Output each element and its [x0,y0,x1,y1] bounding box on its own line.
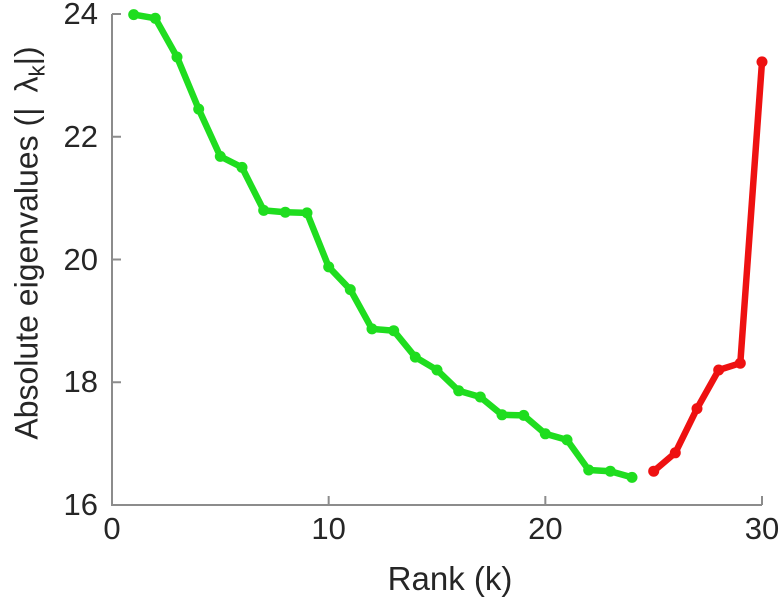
leading-eigenvalues-green-marker [626,471,638,483]
trailing-eigenvalues-red-line [650,58,766,475]
trailing-eigenvalues-red-marker [756,56,768,68]
leading-eigenvalues-green-marker [258,204,270,216]
y-axis-label-suffix: |) [8,46,45,66]
axis-lines [111,14,762,506]
leading-eigenvalues-green-marker [323,261,335,273]
lambda-symbol: λ [8,76,45,93]
leading-eigenvalues-green-marker [236,161,248,173]
leading-eigenvalues-green-marker [561,434,573,446]
x-axis-label: Rank (k) [387,560,513,597]
leading-eigenvalues-green-marker [409,351,421,363]
leading-eigenvalues-green-marker [149,12,161,24]
leading-eigenvalues-green-marker [496,409,508,421]
y-tick-label: 22 [63,118,98,154]
leading-eigenvalues-green-marker [214,150,226,162]
leading-eigenvalues-green-marker [279,206,291,218]
x-tick-label: 0 [103,511,121,546]
leading-eigenvalues-green-marker [366,323,378,335]
leading-eigenvalues-green-marker [388,325,400,337]
trailing-eigenvalues-red-marker [669,447,681,459]
leading-eigenvalues-green-marker [344,284,356,296]
x-tick-label: 30 [744,511,780,546]
trailing-eigenvalues-red-marker [734,357,746,369]
leading-eigenvalues-green-marker [193,103,205,115]
leading-eigenvalues-green-marker [431,364,443,376]
y-tick-label: 16 [63,486,98,522]
x-tick-label: 20 [528,511,563,546]
leading-eigenvalues-green-marker [539,428,551,440]
x-tick-label: 10 [311,511,346,546]
leading-eigenvalues-green-marker [474,391,486,403]
leading-eigenvalues-green-marker [171,51,183,63]
trailing-eigenvalues-red-marker [713,364,725,376]
leading-eigenvalues-green-line [130,11,636,481]
leading-eigenvalues-green-marker [301,207,313,219]
leading-eigenvalues-green-marker [128,9,140,21]
lambda-subscript: k [24,65,50,77]
y-tick-label: 18 [63,364,98,400]
y-axis-label: Absolute eigenvalues (| λk|) [8,46,49,440]
leading-eigenvalues-green-marker [518,409,530,421]
y-axis-label-prefix: Absolute eigenvalues (| [8,107,45,440]
trailing-eigenvalues-red-marker [648,465,660,477]
leading-eigenvalues-green-marker [604,465,616,477]
y-tick-label: 20 [63,241,98,277]
y-tick-label: 24 [63,0,98,31]
leading-eigenvalues-green-marker [583,464,595,476]
trailing-eigenvalues-red-marker [691,403,703,415]
leading-eigenvalues-green-marker [453,385,465,397]
